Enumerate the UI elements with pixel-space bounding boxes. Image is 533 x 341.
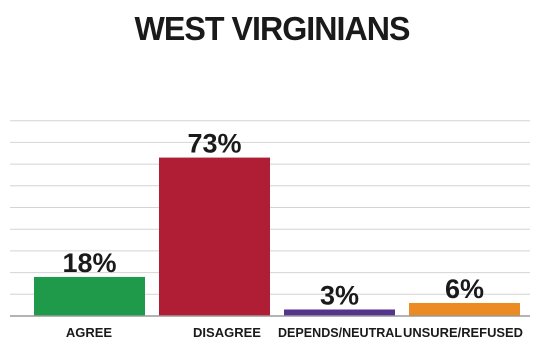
bars [34,157,520,316]
value-label: 3% [320,280,359,310]
category-label: DEPENDS/NEUTRAL [278,325,402,340]
chart-title: WEST VIRGINIANS [135,10,410,47]
bar-depends-neutral [284,309,395,316]
category-label: UNSURE/REFUSED [403,325,523,340]
bar-disagree [159,157,270,316]
bar-unsure-refused [409,302,520,316]
category-labels: AGREE DISAGREE DEPENDS/NEUTRAL UNSURE/REFUS… [66,325,523,340]
value-labels: 18% 73% 3% 6% [62,129,484,311]
value-label: 18% [62,248,116,278]
category-label: AGREE [66,325,113,340]
bar-agree [34,276,145,316]
value-label: 73% [187,129,241,159]
category-label: DISAGREE [193,325,261,340]
value-label: 6% [445,274,484,304]
